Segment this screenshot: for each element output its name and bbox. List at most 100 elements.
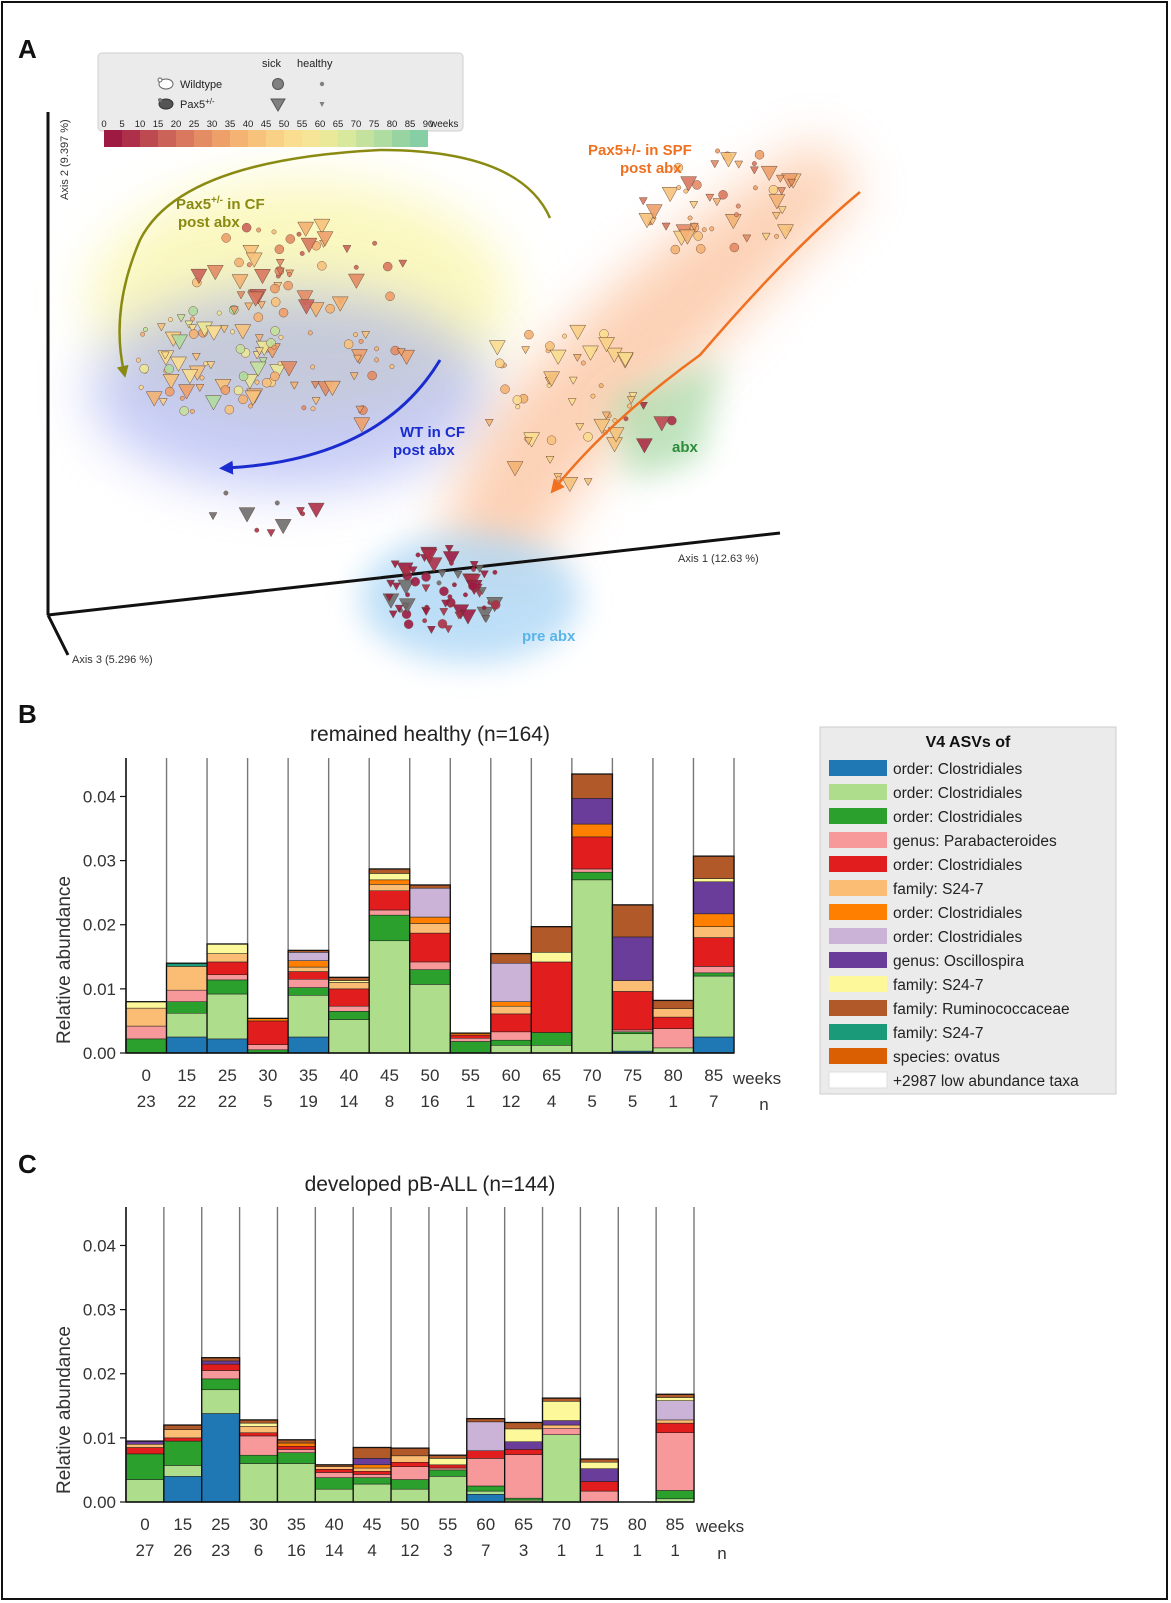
pax5-sample-marker (679, 229, 696, 245)
bar-segment (368, 873, 410, 881)
pax5-sample-marker (567, 398, 577, 407)
y-tick-label: 0.01 (83, 980, 116, 999)
bar-segment (409, 932, 451, 963)
bar-segment (571, 773, 613, 799)
bar-segment (490, 1005, 532, 1015)
pax5-sample-marker (296, 507, 305, 516)
x-tick-label: 40 (325, 1515, 344, 1534)
wildtype-sample-marker (270, 371, 280, 382)
bar-segment (542, 1434, 581, 1503)
pax5-sample-marker (391, 582, 401, 591)
age-tick-label: 45 (261, 119, 272, 130)
wildtype-sample-marker (235, 344, 246, 354)
y-tick-label: 0.03 (83, 852, 116, 871)
bar-segment (693, 881, 735, 915)
wildtype-sample-marker (164, 386, 175, 397)
x-unit-label: weeks (732, 1069, 781, 1088)
pax5-sample-marker (635, 438, 653, 454)
pax5-sample-marker (162, 374, 180, 390)
bar-segment (531, 952, 573, 963)
pax5-sample-marker (749, 166, 759, 175)
pax5-sample-marker (300, 237, 318, 254)
bar-segment (612, 936, 654, 981)
bar-segment (428, 1458, 468, 1466)
pax5-sample-marker (488, 340, 506, 356)
n-tick-label: 5 (263, 1092, 272, 1111)
bar-segment (201, 1389, 240, 1414)
pax5-sample-marker (191, 353, 201, 362)
pax5-sample-marker (521, 346, 530, 355)
bar-segment (490, 1013, 532, 1033)
bar-segment (490, 1039, 532, 1046)
taxa-swatch (829, 856, 887, 872)
age-color-cell (392, 130, 410, 147)
bar-segment (287, 1036, 329, 1054)
n-tick-label: 4 (547, 1092, 556, 1111)
bar-segment (580, 1481, 619, 1492)
bar-segment (571, 868, 613, 873)
x-tick-label: 75 (590, 1515, 609, 1534)
pax5-sample-marker (156, 323, 166, 332)
pax5-sample-marker (316, 231, 334, 247)
taxa-swatch (829, 760, 887, 776)
x-tick-label: 50 (401, 1515, 420, 1534)
bar-segment (352, 1483, 392, 1503)
wildtype-sample-marker (224, 404, 235, 415)
bar-segment (504, 1454, 543, 1499)
legend-col-healthy: healthy (297, 58, 333, 70)
pax5-sample-marker (347, 273, 365, 289)
bar-segment (287, 979, 329, 988)
bar-segment (315, 1466, 354, 1470)
bar-segment (693, 975, 735, 1038)
bar-segment (206, 979, 248, 995)
wildtype-sample-marker (715, 148, 721, 154)
wildtype-sample-marker (447, 594, 453, 600)
n-tick-label: 12 (401, 1541, 420, 1560)
x-tick-label: 30 (249, 1515, 268, 1534)
age-color-cell (284, 130, 302, 147)
y-tick-label: 0.00 (83, 1493, 116, 1512)
n-tick-label: 8 (385, 1092, 394, 1111)
bar-segment (390, 1455, 430, 1463)
pax5-sample-marker (768, 194, 786, 210)
pax5-sample-marker (388, 610, 398, 619)
x-tick-label: 35 (299, 1066, 318, 1085)
age-tick-label: 90 (423, 119, 434, 130)
wildtype-sample-marker (270, 297, 281, 307)
bar-segment (571, 823, 613, 838)
wildtype-sample-marker (167, 317, 173, 323)
bar-segment (542, 1424, 581, 1429)
n-tick-label: 19 (299, 1092, 318, 1111)
bar-segment (277, 1442, 316, 1447)
n-tick-label: 23 (211, 1541, 230, 1560)
wildtype-sample-marker (718, 190, 728, 200)
pax5-sample-marker (219, 325, 229, 334)
age-color-cell (338, 130, 356, 147)
bar-segment (693, 913, 735, 927)
bar-segment (580, 1468, 619, 1482)
pax5-sample-marker (275, 258, 285, 267)
age-tick-label: 15 (153, 119, 164, 130)
bar-segment (163, 1437, 202, 1442)
bar-segment (287, 960, 329, 968)
wildtype-sample-marker (296, 231, 302, 237)
wildtype-sample-marker (253, 312, 264, 322)
bar-segment (277, 1452, 316, 1464)
bar-segment (352, 1458, 392, 1466)
pax5-sample-marker (760, 165, 778, 182)
pax5-sample-marker (477, 587, 487, 596)
pax5-sample-marker (705, 193, 715, 202)
bar-segment (125, 1038, 167, 1054)
pax5-sample-marker (787, 178, 797, 187)
bar-segment (390, 1447, 430, 1457)
pax5-sample-marker (307, 502, 325, 519)
wildtype-sample-marker (481, 605, 487, 611)
wildtype-sample-marker (234, 257, 244, 268)
bar-segment (390, 1479, 430, 1490)
x-tick-label: 45 (380, 1066, 399, 1085)
taxa-label: family: S24-7 (893, 881, 983, 898)
age-color-cell (266, 130, 284, 147)
bar-segment (390, 1461, 430, 1467)
n-tick-label: 27 (135, 1541, 154, 1560)
bar-segment (201, 1378, 240, 1391)
